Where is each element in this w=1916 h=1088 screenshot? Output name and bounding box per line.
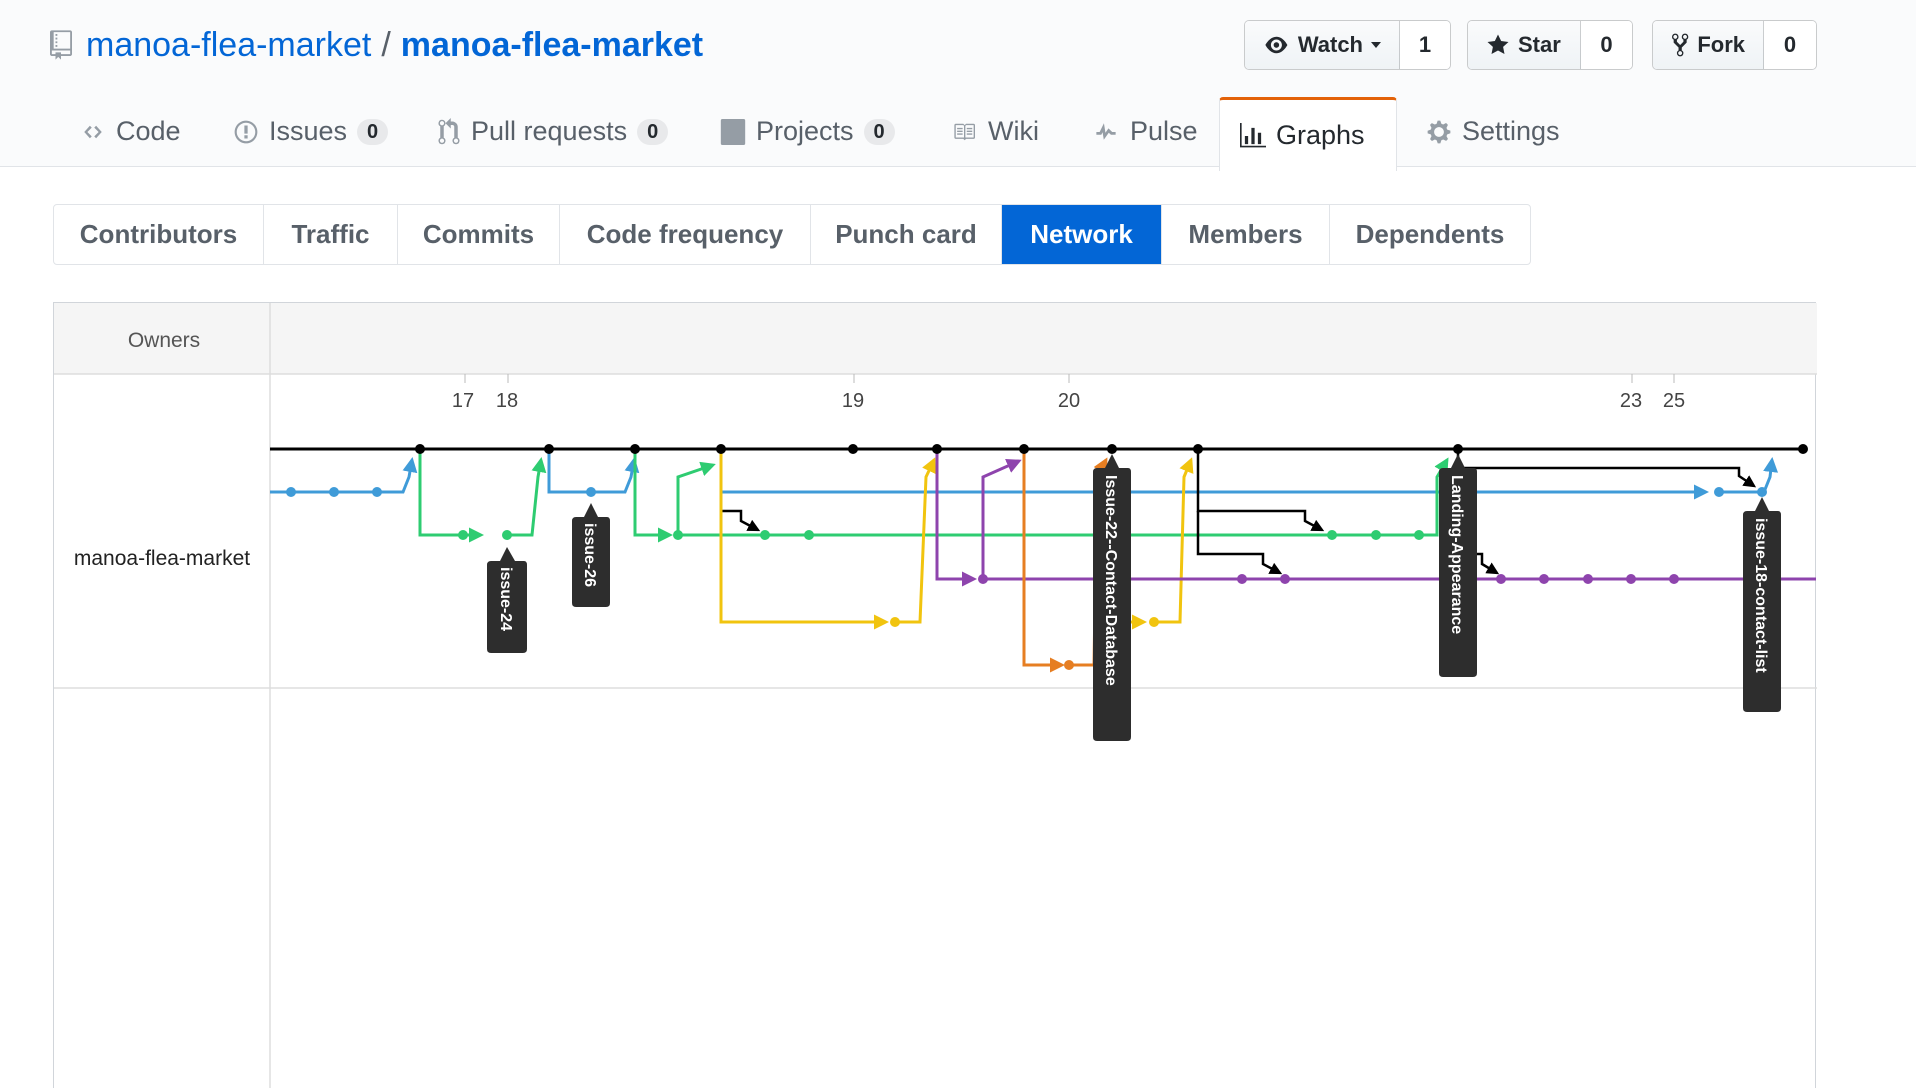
date-label: 18 (496, 390, 518, 412)
tab-settings[interactable]: Settings (1406, 95, 1580, 168)
fork-group: Fork 0 (1652, 20, 1817, 70)
star-label: Star (1518, 32, 1561, 57)
fork-label: Fork (1697, 32, 1745, 57)
branch-label-text: Issue-22--Contact-Database (1102, 475, 1119, 686)
subnav-members[interactable]: Members (1162, 205, 1330, 264)
commit-dots-yellow (890, 617, 1159, 627)
tab-issues-label: Issues (269, 116, 348, 146)
date-label: 20 (1058, 390, 1080, 412)
issues-counter: 0 (357, 118, 389, 145)
branch-label-text: Landing-Appearance (1448, 475, 1465, 634)
branch-line-black (719, 449, 1757, 575)
path-separator: / (381, 25, 391, 64)
tab-pulse-label: Pulse (1130, 116, 1198, 146)
date-label: 23 (1620, 390, 1642, 412)
subnav-dependents[interactable]: Dependents (1355, 219, 1505, 249)
watch-count[interactable]: 1 (1400, 21, 1450, 69)
star-count[interactable]: 0 (1581, 21, 1632, 69)
watch-button[interactable]: Watch (1245, 21, 1400, 69)
subnav-network[interactable]: Network (1002, 205, 1162, 264)
branch-label-issue-18-contact-list[interactable]: issue-18-contact-list (1743, 497, 1781, 712)
branch-label-text: issue-24 (497, 567, 514, 631)
subnav-punch-card[interactable]: Punch card (811, 205, 1002, 264)
tab-graphs-label: Graphs (1276, 120, 1365, 150)
graph-icon (1240, 122, 1266, 147)
tab-settings-label: Settings (1462, 116, 1560, 146)
network-graph[interactable]: Owners manoa-flea-market 17 18 19 20 23 … (53, 302, 1817, 1088)
issue-icon (234, 120, 258, 143)
graphs-subnav: Contributors Traffic Commits Code freque… (53, 204, 1531, 265)
book-icon (954, 123, 975, 140)
projects-counter: 0 (863, 118, 895, 145)
branch-label-issue-24[interactable]: issue-24 (487, 547, 527, 653)
repo-header: manoa-flea-market / manoa-flea-market Wa… (0, 0, 1916, 171)
date-axis: 17 18 19 20 23 25 (452, 374, 1685, 412)
star-button[interactable]: Star (1468, 21, 1581, 69)
commit-dots-master (415, 444, 1808, 454)
pulse-icon (1096, 122, 1116, 140)
commit-dots-purple (978, 574, 1679, 584)
tab-pull-requests[interactable]: Pull requests 0 (417, 95, 688, 168)
date-label: 17 (452, 390, 474, 412)
branch-label-issue-22[interactable]: Issue-22--Contact-Database (1093, 454, 1131, 741)
repo-icon (50, 30, 72, 60)
tab-pull-requests-label: Pull requests (471, 116, 628, 146)
branch-label-text: issue-18-contact-list (1752, 518, 1769, 673)
network-graph-canvas: Owners manoa-flea-market 17 18 19 20 23 … (54, 303, 1817, 1088)
tab-wiki-label: Wiki (988, 116, 1039, 146)
tab-projects[interactable]: Projects 0 (700, 95, 915, 168)
branch-label-issue-26[interactable]: issue-26 (572, 503, 610, 607)
tab-graphs[interactable]: Graphs (1219, 97, 1397, 171)
subnav-contributors[interactable]: Contributors (54, 205, 264, 264)
chevron-down-icon (1371, 42, 1381, 48)
watch-label: Watch (1297, 32, 1363, 57)
branch-label-landing-appearance[interactable]: Landing-Appearance (1439, 454, 1477, 677)
tab-issues[interactable]: Issues 0 (213, 95, 408, 168)
fork-button[interactable]: Fork (1653, 21, 1764, 69)
owners-header-bar (54, 303, 1817, 374)
tab-wiki[interactable]: Wiki (930, 95, 1059, 168)
fork-icon (1672, 33, 1689, 57)
commit-dots-orange (1064, 660, 1074, 670)
code-icon (84, 125, 102, 138)
tab-code-label: Code (116, 116, 181, 146)
eye-icon (1265, 36, 1288, 54)
commit-dots-blue (286, 487, 1767, 497)
branch-line-blue (270, 449, 1779, 500)
star-icon (1487, 34, 1509, 54)
project-icon (720, 118, 746, 145)
date-label: 19 (842, 390, 864, 412)
subnav-traffic[interactable]: Traffic (264, 205, 398, 264)
pull-request-icon (438, 117, 460, 144)
branch-labels: issue-24 issue-26 Issue-22--Contact-Data… (487, 454, 1781, 741)
fork-count[interactable]: 0 (1764, 21, 1816, 69)
repo-owner-link[interactable]: manoa-flea-market (86, 25, 372, 64)
gear-icon (1427, 120, 1451, 143)
owners-label: Owners (128, 329, 200, 352)
subnav-commits[interactable]: Commits (398, 205, 560, 264)
branch-label-text: issue-26 (581, 523, 598, 587)
repo-name-link[interactable]: manoa-flea-market (400, 25, 704, 64)
tab-projects-label: Projects (756, 116, 854, 146)
pull-requests-counter: 0 (637, 118, 669, 145)
star-group: Star 0 (1467, 20, 1633, 70)
subnav-code-frequency[interactable]: Code frequency (560, 205, 811, 264)
repo-nav: Code Issues 0 Pull requests 0 Projects 0… (0, 95, 1916, 171)
tab-pulse[interactable]: Pulse (1072, 95, 1218, 168)
repo-title: manoa-flea-market / manoa-flea-market (50, 22, 703, 68)
tab-code[interactable]: Code (60, 95, 201, 168)
watch-group: Watch 1 (1244, 20, 1451, 70)
repo-row-label: manoa-flea-market (74, 547, 250, 570)
date-label: 25 (1663, 390, 1685, 412)
commit-dots-green (458, 530, 1424, 540)
